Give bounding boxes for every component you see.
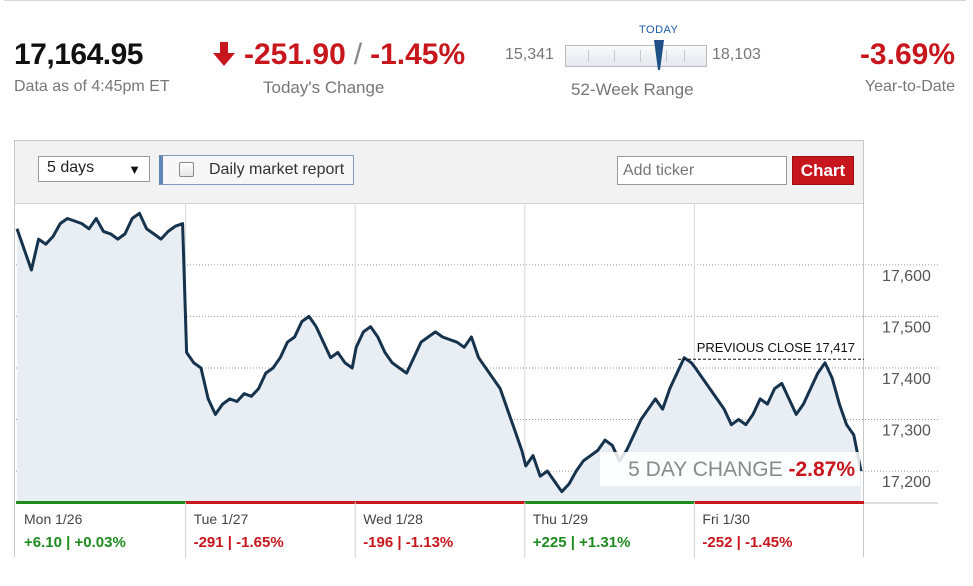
y-tick-label: 17,200 [882,474,931,491]
range-low: 15,341 [505,46,554,63]
period-value: 5 days [47,159,95,176]
change-points: -251.90 [244,38,346,71]
index-price: 17,164.95 [14,38,143,71]
top-divider [4,0,966,1]
range-tick [614,50,615,62]
down-arrow-icon [213,42,235,66]
five-day-change-box [600,452,860,486]
day-change: -196 | -1.13% [363,534,453,551]
day-direction-bar [355,501,525,504]
y-tick-label: 17,500 [882,319,931,336]
day-label: Wed 1/28 [363,511,423,527]
day-direction-bar [16,501,186,504]
day-change: -252 | -1.45% [702,534,792,551]
chart-toolbar: 5 days ▼ Daily market report Chart [15,141,863,204]
day-label: Thu 1/29 [533,511,588,527]
add-ticker-input[interactable] [617,156,787,185]
range-tick [588,50,589,62]
price-line [15,211,863,494]
today-change-label: Today's Change [263,78,385,97]
today-change: -251.90 / -1.45% [212,38,465,72]
y-tick-label: 17,600 [882,268,931,285]
price-area [17,213,861,503]
daily-report-toggle[interactable]: Daily market report [159,155,354,185]
previous-close-label: PREVIOUS CLOSE 17,417 [697,340,855,355]
chart-panel: 5 days ▼ Daily market report Chart [14,140,864,557]
data-timestamp: Data as of 4:45pm ET [14,78,170,95]
day-label: Tue 1/27 [194,511,249,527]
ytd-value: -3.69% [859,38,955,71]
y-tick-label: 17,300 [882,423,931,440]
day-change: -291 | -1.65% [194,534,284,551]
y-tick-label: 17,400 [882,371,931,388]
change-separator: / [353,38,363,71]
caret-down-icon: ▼ [128,162,141,177]
range-tick [684,50,685,62]
daily-report-label: Daily market report [209,161,345,178]
day-label: Fri 1/30 [702,511,750,527]
daily-report-checkbox[interactable] [179,162,194,177]
range-bar [565,45,707,67]
change-percent: -1.45% [370,38,466,71]
day-change: +225 | +1.31% [533,534,631,551]
day-direction-bar [694,501,864,504]
five-day-change-value: -2.87% [788,458,855,481]
range-high: 18,103 [712,46,761,63]
ytd-label: Year-to-Date [864,78,955,95]
range-today-marker [654,40,665,70]
range-tick [666,50,667,62]
chart-button[interactable]: Chart [792,156,854,185]
range-label: 52-Week Range [571,80,694,99]
period-select[interactable]: 5 days ▼ [38,156,150,182]
range-tick [640,50,641,62]
range-today-label: TODAY [639,24,679,36]
day-direction-bar [185,501,356,504]
five-day-change-label: 5 DAY CHANGE [628,458,788,481]
five-day-change: 5 DAY CHANGE -2.87% [628,458,855,481]
day-direction-bar [524,501,695,504]
day-label: Mon 1/26 [24,511,83,527]
day-change: +6.10 | +0.03% [24,534,126,551]
